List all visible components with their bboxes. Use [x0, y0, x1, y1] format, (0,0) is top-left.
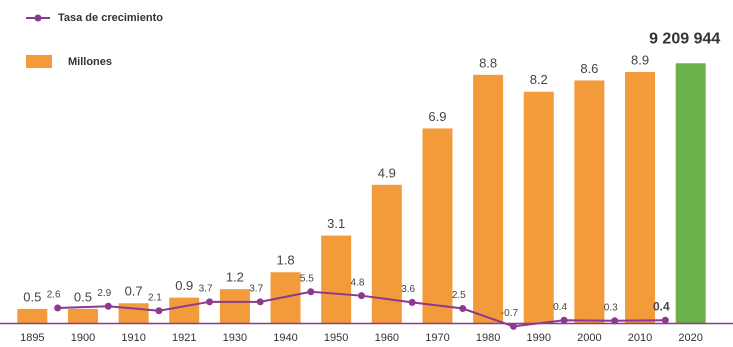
legend-label: Tasa de crecimiento [58, 12, 163, 24]
x-tick-label: 1940 [273, 332, 297, 344]
x-tick-label: 1950 [324, 332, 348, 344]
growth-point [307, 288, 315, 296]
x-tick-label: 1990 [527, 332, 551, 344]
growth-point [104, 302, 112, 310]
bar [371, 184, 402, 323]
bar [17, 308, 48, 323]
bar [219, 289, 250, 323]
bar [321, 235, 352, 323]
growth-point [358, 292, 365, 300]
bar-value-label: 3.1 [327, 216, 345, 231]
growth-point [206, 298, 214, 306]
bar-value-label: 8.6 [580, 61, 598, 76]
bar-value-label: 8.2 [530, 72, 548, 87]
growth-label: 0.4 [553, 302, 567, 313]
bar [523, 91, 554, 323]
x-tick-label: 1921 [172, 332, 196, 344]
growth-label: 2.1 [148, 292, 162, 303]
growth-point [560, 316, 568, 324]
growth-label: 0.4 [653, 299, 670, 313]
bar [574, 80, 605, 323]
growth-label: 4.8 [351, 277, 365, 288]
growth-point [408, 298, 416, 306]
growth-label: 2.6 [47, 290, 61, 301]
bar [473, 74, 504, 323]
bar [169, 297, 200, 323]
bar-value-label: 0.7 [125, 284, 143, 299]
x-tick-label: 2000 [577, 332, 601, 344]
x-tick-label: 1960 [375, 332, 399, 344]
bar [422, 128, 453, 323]
growth-label: 3.6 [401, 284, 415, 295]
bar-value-label: 6.9 [428, 109, 446, 124]
growth-point [54, 304, 62, 312]
bar [118, 303, 149, 323]
x-tick-label: 1930 [223, 332, 247, 344]
bar-value-label: 4.9 [378, 165, 396, 180]
bar-value-label: 1.8 [276, 253, 294, 268]
legend-swatch [26, 55, 52, 68]
bar-value-label: 8.9 [631, 52, 649, 67]
growth-point [661, 316, 669, 324]
x-tick-label: 2020 [678, 332, 702, 344]
growth-label: 2.9 [97, 288, 111, 299]
growth-point [459, 305, 467, 312]
x-tick-label: 1910 [121, 332, 145, 344]
bar-value-label: 0.5 [74, 289, 92, 304]
x-tick-label: 1895 [20, 332, 44, 344]
growth-point [155, 307, 163, 315]
legend: Tasa de crecimiento Millones [26, 12, 163, 68]
x-tick-label: 1980 [476, 332, 500, 344]
bar-value-label: 1.2 [226, 270, 244, 285]
x-tick-label: 1900 [71, 332, 95, 344]
bar-value-label: 0.5 [23, 289, 41, 304]
x-tick-label: 2010 [628, 332, 652, 344]
bar [625, 72, 656, 324]
growth-label: -0.7 [501, 308, 519, 319]
growth-label: 5.5 [300, 273, 314, 284]
bar-value-label: 9 209 944 [649, 30, 720, 47]
legend-marker [34, 14, 42, 22]
growth-point [256, 298, 264, 306]
bar-value-label: 8.8 [479, 55, 497, 70]
bar [675, 63, 706, 324]
legend-label: Millones [68, 56, 112, 68]
growth-label: 2.5 [452, 290, 466, 301]
growth-point [611, 317, 619, 325]
growth-label: 0.3 [604, 302, 618, 313]
growth-label: 3.7 [249, 283, 263, 294]
growth-label: 3.7 [199, 283, 213, 294]
bar [67, 308, 98, 323]
x-tick-label: 1970 [425, 332, 449, 344]
growth-point [509, 322, 517, 330]
bar-value-label: 0.9 [175, 278, 193, 293]
